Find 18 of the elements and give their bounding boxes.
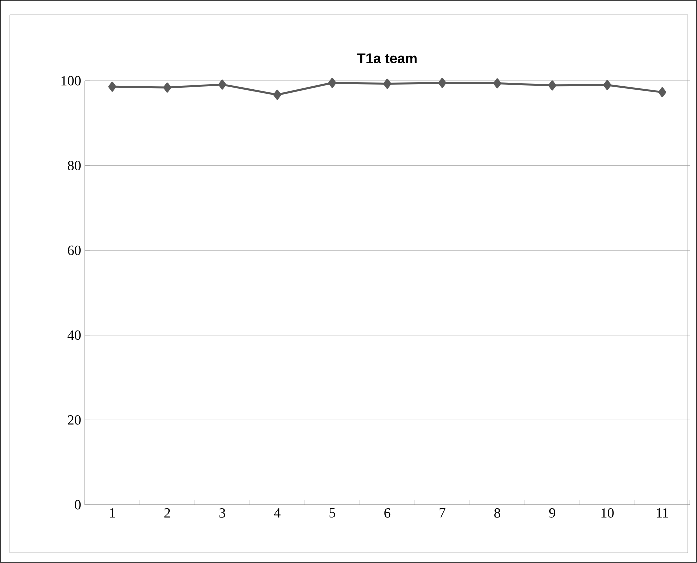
y-tick-label: 60 [68, 246, 81, 256]
x-tick-label: 5 [330, 508, 336, 518]
x-tick-label: 1 [110, 508, 116, 518]
x-tick-label: 6 [384, 508, 391, 518]
x-tick-label: 9 [549, 508, 556, 518]
x-tick-label: 7 [440, 508, 446, 518]
y-tick-label: 80 [68, 161, 81, 171]
x-tick-label: 10 [602, 508, 614, 518]
x-tick-label: 8 [494, 508, 500, 518]
y-tick-label: 20 [68, 415, 81, 425]
y-tick-label: 100 [62, 76, 81, 86]
y-tick-label: 0 [75, 500, 81, 510]
y-tick-label: 40 [68, 330, 81, 340]
x-tick-label: 4 [274, 508, 281, 518]
x-tick-label: 2 [164, 508, 170, 518]
x-tick-label: 3 [220, 508, 226, 518]
chart-title: T1a team [357, 54, 417, 64]
x-tick-label: 11 [657, 508, 668, 518]
